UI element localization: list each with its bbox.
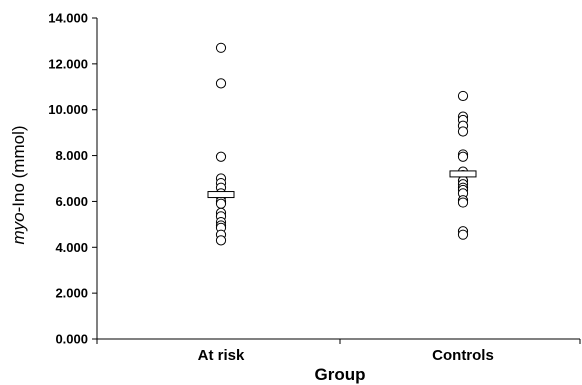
mean-marker — [449, 170, 477, 178]
y-axis-title: myo-Ino (mmol) — [9, 125, 28, 244]
y-tick-label: 2.000 — [55, 286, 88, 301]
y-tick-label: 12.000 — [48, 56, 88, 71]
y-tick-label: 4.000 — [55, 240, 88, 255]
data-points — [215, 42, 469, 246]
x-axis-ticks — [96, 339, 581, 344]
y-tick-label: 8.000 — [55, 148, 88, 163]
data-point — [215, 151, 227, 162]
category-label-controls: Controls — [432, 347, 494, 364]
y-axis-title-italic: myo — [9, 212, 28, 244]
data-point — [215, 78, 227, 89]
data-point — [457, 126, 469, 137]
data-point — [457, 197, 469, 208]
y-tick-label: 0.000 — [55, 332, 88, 347]
data-point — [215, 235, 227, 246]
y-axis-ticks: 0.000 2.000 4.000 6.000 8.000 10.000 12.000 14.… — [48, 11, 97, 347]
y-tick-label: 14.000 — [48, 11, 88, 26]
data-point — [457, 229, 469, 240]
y-tick-label: 6.000 — [55, 194, 88, 209]
mean-marker — [207, 191, 235, 199]
mean-markers — [207, 170, 477, 199]
x-axis-title: Group — [315, 365, 366, 384]
category-label-at-risk: At risk — [198, 347, 245, 364]
data-point — [457, 90, 469, 102]
y-axis-title-rest: -Ino (mmol) — [9, 125, 28, 212]
data-point — [215, 198, 227, 209]
data-point — [215, 42, 227, 53]
y-tick-label: 10.000 — [48, 102, 88, 117]
data-point — [457, 151, 469, 162]
